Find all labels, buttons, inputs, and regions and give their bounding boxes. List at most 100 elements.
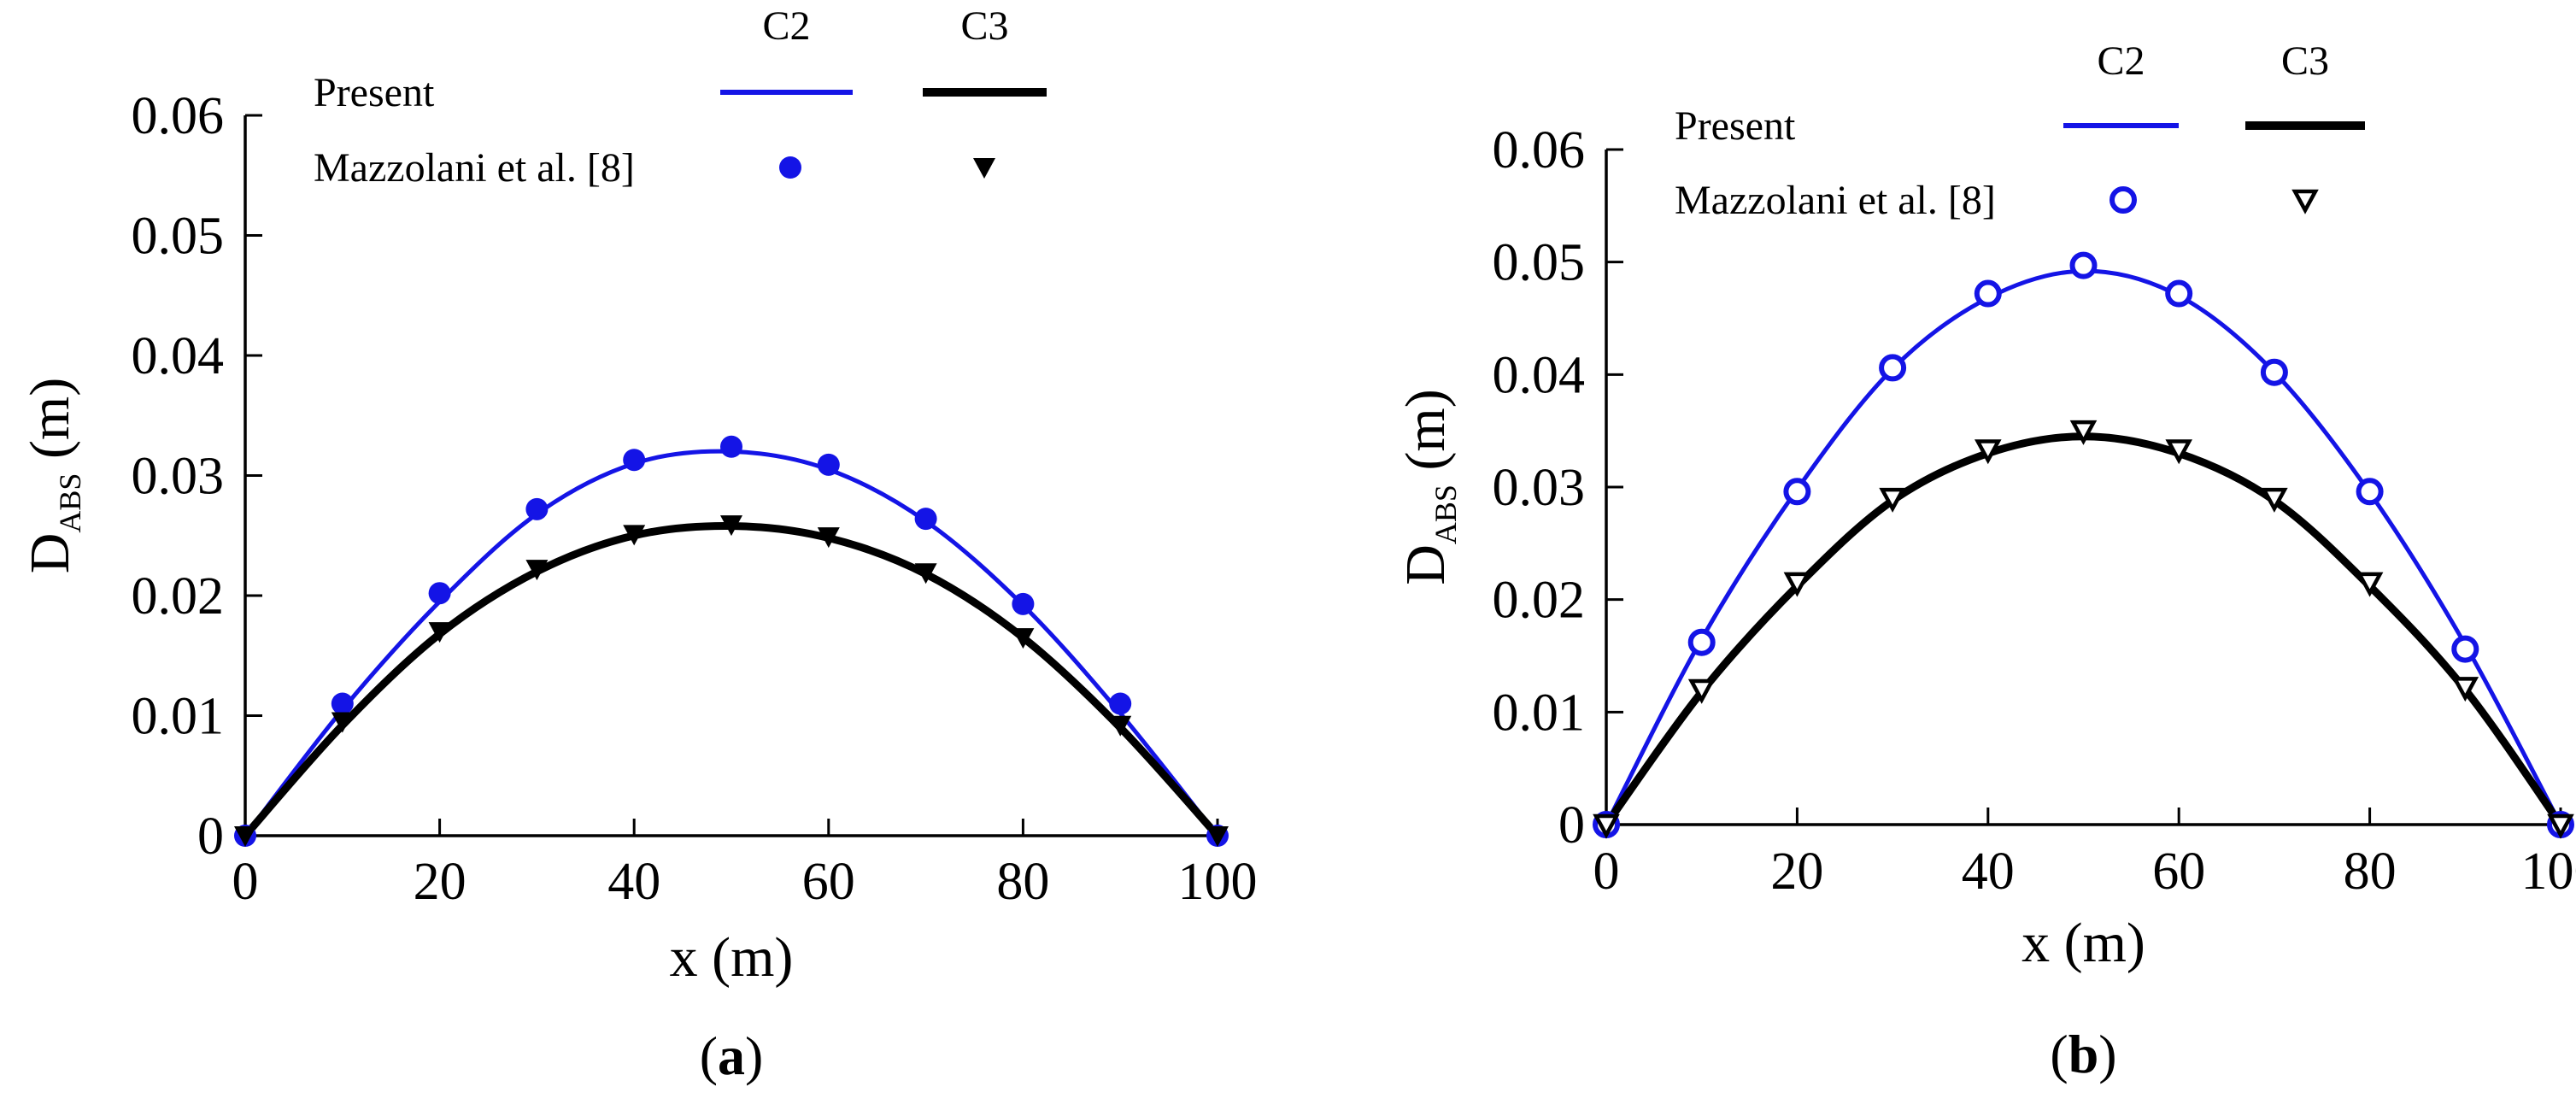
x-axis-title: x (m): [670, 926, 794, 989]
panel-b: 0 0.01 0.02 0.03 0.04 0.05 0.06 0 20 40 60 80 100 x (…: [1394, 38, 2576, 1084]
y-axis-title-unit: (m): [19, 378, 81, 473]
data-point-c3: [623, 525, 646, 546]
y-tick-label: 0: [1558, 796, 1585, 855]
data-point-c2: [428, 582, 451, 605]
data-point-c2: [817, 453, 840, 476]
x-tick-label: 40: [607, 853, 660, 911]
y-tick-label: 0.03: [1493, 459, 1586, 517]
data-point-c3: [914, 563, 937, 584]
data-point-c2: [525, 497, 549, 520]
data-point-c2: [331, 692, 354, 715]
legend-header-c2: C2: [2097, 38, 2145, 84]
legend-marker-c2: [779, 156, 801, 179]
data-point-c2: [2165, 279, 2193, 308]
data-point-c2: [1012, 592, 1035, 615]
data-point-c3: [1687, 678, 1716, 704]
y-axis-title-subscript: ABS: [1429, 485, 1463, 544]
y-tick-label: 0.02: [132, 567, 225, 625]
legend-marker-c3: [2291, 189, 2319, 214]
data-point-c2: [2356, 478, 2384, 506]
data-point-c2: [720, 435, 742, 458]
data-point-c3: [2165, 439, 2192, 465]
data-point-c3: [525, 560, 549, 581]
x-tick-label: 60: [802, 853, 855, 911]
y-tick-label: 0.03: [132, 448, 225, 506]
x-tick-label: 20: [414, 853, 466, 911]
data-point-c2: [1109, 692, 1132, 715]
y-tick-label: 0.04: [132, 327, 225, 385]
series-line-c3: [1603, 432, 2564, 827]
x-tick-label: 80: [996, 853, 1049, 911]
legend-label-mazzolani: Mazzolani et al. [8]: [1675, 178, 1996, 223]
data-point-c3: [1593, 813, 1620, 839]
data-point-c3: [1975, 439, 2002, 465]
data-point-c2: [1783, 478, 1811, 506]
y-tick-label: 0.06: [1493, 121, 1586, 179]
legend-header-c3: C3: [960, 3, 1008, 49]
legend-label-present: Present: [314, 70, 435, 115]
legend-header-c2: C2: [762, 3, 810, 49]
legend-label-present: Present: [1675, 103, 1796, 149]
series-line-c3: [242, 521, 1221, 839]
data-point-c3: [1206, 826, 1229, 847]
y-axis-title: DABS (m): [19, 378, 87, 574]
panel-label: (a): [700, 1025, 764, 1086]
series-line-c2: [1604, 268, 2563, 826]
data-point-c2: [623, 449, 646, 472]
data-point-c3: [2547, 813, 2574, 839]
data-point-c2: [2069, 251, 2098, 279]
y-tick-label: 0.02: [1493, 572, 1586, 630]
panel-label: (b): [2050, 1024, 2116, 1084]
panel-a: 0 0.01 0.02 0.03 0.04 0.05 0.06 0 20 40 60 80 100 x (…: [19, 3, 1258, 1086]
panel-label-letter: b: [2068, 1024, 2099, 1084]
data-point-c3: [1783, 572, 1811, 597]
x-tick-label: 20: [1770, 843, 1823, 901]
series-line-c2: [244, 449, 1219, 837]
data-point-c3: [331, 712, 354, 733]
y-tick-label: 0.04: [1493, 346, 1586, 404]
y-tick-label: 0: [197, 808, 224, 866]
data-point-c2: [1974, 279, 2002, 308]
x-tick-label: 0: [232, 853, 259, 911]
data-point-c2: [1879, 354, 1907, 382]
x-tick-label: 80: [2344, 843, 2397, 901]
data-point-c3: [1012, 628, 1035, 649]
legend-label-mazzolani: Mazzolani et al. [8]: [314, 145, 635, 191]
y-axis-title: DABS (m): [1394, 389, 1463, 585]
panel-label-letter: a: [718, 1025, 745, 1086]
data-point-c3: [234, 826, 256, 847]
x-axis-title: x (m): [2021, 912, 2145, 974]
data-point-c3: [817, 527, 840, 549]
data-point-c2: [2451, 635, 2479, 663]
data-point-c3: [2451, 677, 2479, 702]
y-axis-title-unit: (m): [1394, 389, 1457, 485]
panel-label-close: ): [745, 1025, 763, 1086]
data-point-c2: [914, 508, 937, 531]
y-axis-title-main: D: [1394, 544, 1457, 585]
legend-marker-c3: [973, 158, 995, 179]
data-point-c2: [2260, 358, 2288, 386]
legend-header-c3: C3: [2281, 38, 2329, 84]
y-tick-label: 0.01: [132, 688, 225, 746]
y-axis-title-subscript: ABS: [53, 473, 87, 533]
data-point-c2: [1687, 628, 1716, 656]
x-tick-label: 40: [1962, 843, 2015, 901]
panel-label-close: ): [2098, 1024, 2116, 1084]
y-axis-title-main: D: [19, 533, 81, 574]
y-tick-label: 0.06: [132, 87, 225, 145]
y-tick-label: 0.05: [1493, 234, 1586, 292]
data-point-c3: [428, 622, 451, 643]
data-point-c3: [720, 515, 742, 537]
data-point-c3: [1109, 715, 1132, 737]
x-tick-label: 100: [1178, 853, 1258, 911]
data-point-c3: [1879, 487, 1906, 513]
data-point-c3: [2069, 420, 2098, 445]
x-tick-label: 0: [1593, 843, 1620, 901]
data-point-c3: [2356, 572, 2384, 597]
y-tick-label: 0.01: [1493, 684, 1586, 742]
y-tick-label: 0.05: [132, 208, 225, 266]
x-tick-label: 60: [2152, 843, 2205, 901]
panel-label-open: (: [2050, 1024, 2068, 1084]
legend-marker-c2: [2110, 186, 2137, 214]
